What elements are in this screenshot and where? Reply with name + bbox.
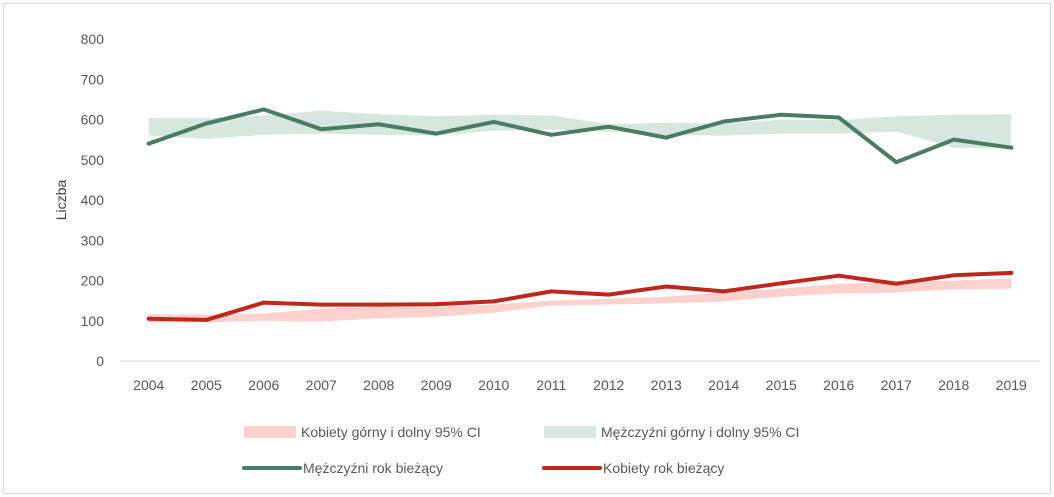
x-tick-label: 2009: [421, 377, 452, 393]
y-tick-label: 200: [81, 273, 105, 289]
data-point: [491, 299, 496, 304]
data-point: [836, 273, 841, 278]
legend-swatch: [544, 426, 596, 438]
x-tick-label: 2006: [248, 377, 279, 393]
data-point: [549, 289, 554, 294]
y-tick-label: 400: [81, 192, 105, 208]
data-point: [779, 281, 784, 286]
data-point: [779, 112, 784, 117]
x-axis: 2004 2005 2006 2007 2008 2009 2010 2011 2012 2013…: [133, 377, 1027, 393]
x-tick-label: 2019: [996, 377, 1027, 393]
data-point: [434, 302, 439, 307]
legend-label: Kobiety rok bieżący: [603, 460, 724, 476]
data-point: [434, 131, 439, 136]
data-point: [894, 160, 899, 165]
data-point: [721, 119, 726, 124]
band-kobiety-ci: [148, 278, 1012, 323]
y-tick-label: 500: [81, 152, 105, 168]
data-point: [664, 135, 669, 140]
data-point: [204, 317, 209, 322]
x-tick-label: 2016: [823, 377, 854, 393]
legend: Kobiety górny i dolny 95% CI Mężczyźni gó…: [242, 424, 799, 476]
data-point: [549, 132, 554, 137]
x-tick-label: 2014: [708, 377, 739, 393]
y-tick-label: 800: [81, 31, 105, 47]
x-tick-label: 2007: [306, 377, 337, 393]
legend-label: Kobiety górny i dolny 95% CI: [301, 424, 481, 440]
data-point: [951, 273, 956, 278]
y-tick-label: 0: [96, 353, 104, 369]
y-axis-label: Liczba: [53, 180, 69, 221]
data-point: [951, 137, 956, 142]
data-point: [1009, 270, 1014, 275]
data-point: [606, 124, 611, 129]
data-point: [376, 122, 381, 127]
data-point: [319, 127, 324, 132]
legend-swatch: [244, 426, 296, 438]
data-point: [1009, 145, 1014, 150]
y-tick-label: 100: [81, 313, 105, 329]
data-point: [261, 300, 266, 305]
data-point: [491, 119, 496, 124]
data-point: [376, 302, 381, 307]
legend-label: Mężczyźni rok bieżący: [303, 460, 443, 476]
x-tick-label: 2012: [593, 377, 624, 393]
x-tick-label: 2008: [363, 377, 394, 393]
x-tick-label: 2010: [478, 377, 509, 393]
x-tick-label: 2017: [881, 377, 912, 393]
data-point: [146, 141, 151, 146]
data-point: [894, 281, 899, 286]
x-tick-label: 2011: [536, 377, 566, 393]
y-tick-label: 600: [81, 112, 105, 128]
data-point: [664, 284, 669, 289]
y-tick-label: 300: [81, 232, 105, 248]
series-lines: [146, 107, 1014, 322]
x-tick-label: 2004: [133, 377, 164, 393]
x-tick-label: 2015: [766, 377, 797, 393]
data-point: [204, 121, 209, 126]
x-tick-label: 2018: [938, 377, 969, 393]
series-line-mezczyzni: [146, 107, 1014, 165]
data-point: [606, 292, 611, 297]
x-tick-label: 2013: [651, 377, 682, 393]
y-tick-label: 700: [81, 71, 105, 87]
series-line-kobiety: [146, 270, 1014, 322]
data-point: [721, 289, 726, 294]
x-tick-label: 2005: [191, 377, 222, 393]
data-point: [261, 107, 266, 112]
ci-bands: [148, 110, 1012, 323]
data-point: [146, 316, 151, 321]
chart-frame: [3, 3, 1051, 494]
legend-label: Mężczyźni górny i dolny 95% CI: [601, 424, 799, 440]
y-axis: 0 100 200 300 400 500 600 700 800: [81, 31, 105, 369]
data-point: [319, 302, 324, 307]
data-point: [836, 115, 841, 120]
